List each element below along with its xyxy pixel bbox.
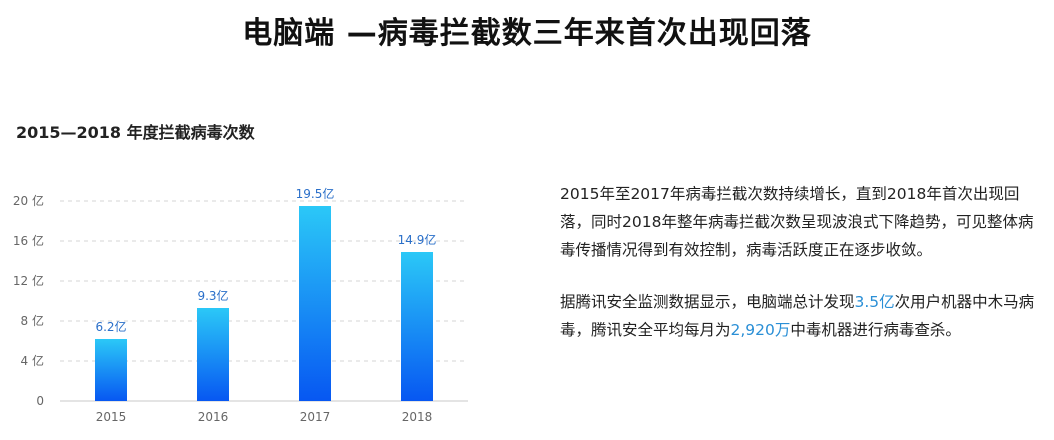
y-tick-label: 0 [36, 394, 44, 408]
x-tick-label: 2016 [198, 410, 229, 424]
description-text: 次用户机器中木马病毒，腾讯安全平均每月为 [560, 293, 1035, 339]
y-tick-label: 4 亿 [21, 353, 44, 368]
description-paragraph-2: 据腾讯安全监测数据显示，电脑端总计发现3.5亿次用户机器中木马病毒，腾讯安全平均… [560, 288, 1048, 344]
data-label: 9.3亿 [197, 288, 228, 303]
x-tick-label: 2015 [96, 410, 127, 424]
bar-2018 [401, 252, 433, 401]
y-tick-label: 16 亿 [13, 233, 44, 248]
highlight-infected-users: 3.5亿 [854, 293, 895, 311]
bar-2015 [95, 339, 127, 401]
data-label: 14.9亿 [398, 232, 437, 247]
y-tick-label: 8 亿 [21, 313, 44, 328]
data-label: 19.5亿 [296, 186, 335, 201]
description-text: 据腾讯安全监测数据显示，电脑端总计发现 [560, 293, 855, 311]
bar-2016 [197, 308, 229, 401]
y-tick-label: 20 亿 [13, 193, 44, 208]
data-label: 6.2亿 [95, 319, 126, 334]
x-tick-label: 2018 [402, 410, 433, 424]
description: 2015年至2017年病毒拦截次数持续增长，直到2018年首次出现回落，同时20… [560, 180, 1048, 368]
bar-2017 [299, 206, 331, 401]
page-title: 电脑端 —病毒拦截数三年来首次出现回落 [242, 16, 812, 51]
description-paragraph-1: 2015年至2017年病毒拦截次数持续增长，直到2018年首次出现回落，同时20… [560, 185, 1034, 259]
x-tick-label: 2017 [300, 410, 331, 424]
highlight-monthly-cleanup: 2,920万 [730, 321, 791, 339]
description-text: 中毒机器进行病毒查杀。 [790, 321, 961, 339]
chart-title: 2015—2018 年度拦截病毒次数 [16, 123, 255, 142]
y-tick-label: 12 亿 [13, 273, 44, 288]
bar-chart: 0 4 亿 8 亿 12 亿 16 亿 20 亿 6.2亿 2015 9.3亿 2016 19.5亿… [13, 186, 468, 424]
